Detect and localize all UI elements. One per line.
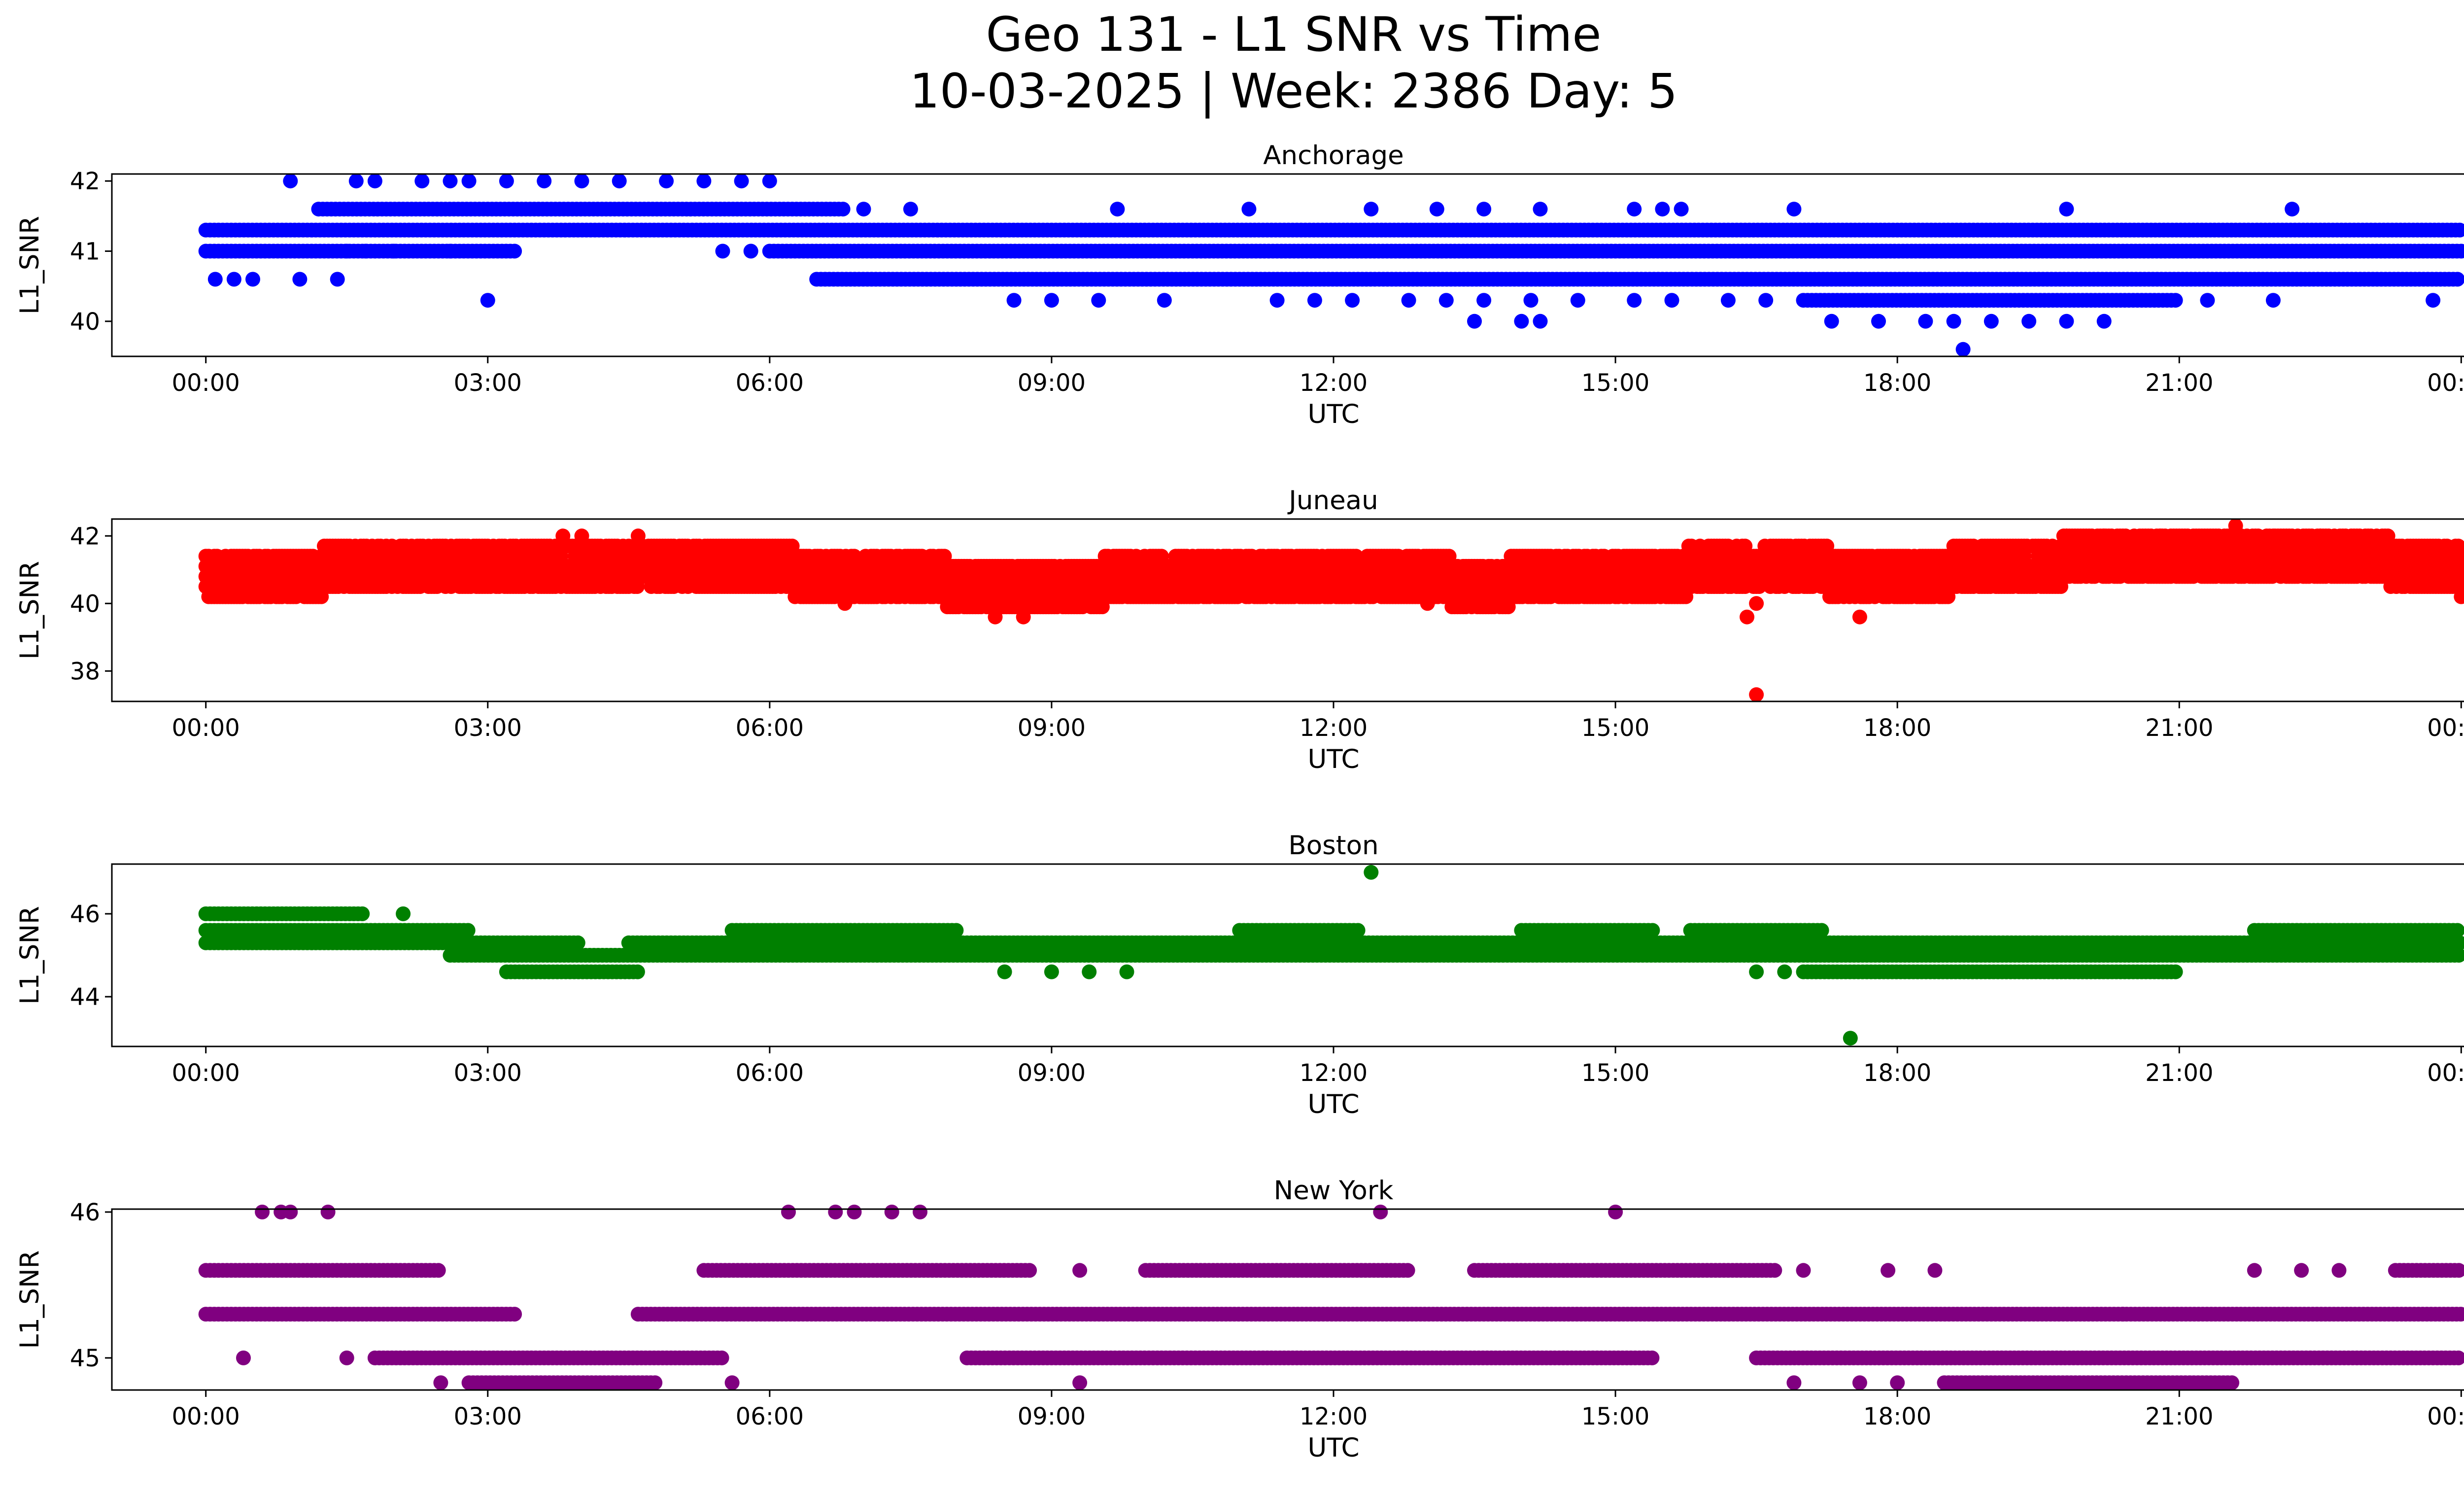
y-axis-label: L1_SNR <box>15 216 45 314</box>
data-point <box>1345 293 1360 308</box>
data-point <box>2426 293 2441 308</box>
data-point <box>1955 342 1971 357</box>
data-point <box>1523 293 1539 308</box>
data-point <box>1467 313 1482 329</box>
data-point <box>1720 293 1736 308</box>
data-point <box>507 243 522 259</box>
data-point <box>715 243 730 259</box>
data-point <box>1269 293 1285 308</box>
data-point <box>443 243 458 259</box>
data-point <box>292 272 308 287</box>
data-points-0 <box>198 174 2464 357</box>
data-point <box>339 243 354 259</box>
data-point <box>1241 202 1257 217</box>
data-point <box>1533 313 1548 329</box>
data-point <box>2450 272 2464 287</box>
subplot-title: Anchorage <box>1263 140 1404 171</box>
data-point <box>1514 313 1529 329</box>
data-point <box>1533 202 1548 217</box>
data-point <box>443 174 458 189</box>
data-point <box>1044 293 1059 308</box>
data-point <box>2059 202 2074 217</box>
y-tick-label: 41 <box>70 238 100 266</box>
figure-title-line1: Geo 131 - L1 SNR vs Time <box>986 7 1602 62</box>
data-point <box>330 272 345 287</box>
data-point <box>1674 202 1689 217</box>
x-tick-label: 00:00 <box>2427 369 2464 397</box>
data-point <box>1627 293 1642 308</box>
data-point <box>283 174 298 189</box>
x-tick-label: 18:00 <box>1863 369 1931 397</box>
data-point <box>2059 313 2074 329</box>
data-point <box>1664 293 1679 308</box>
data-point <box>2454 243 2464 259</box>
data-point <box>1401 293 1416 308</box>
data-point <box>2265 293 2281 308</box>
data-point <box>499 174 514 189</box>
data-point <box>1476 202 1492 217</box>
data-point <box>1786 202 1802 217</box>
data-point <box>1655 202 1670 217</box>
data-point <box>1476 293 1492 308</box>
data-point <box>1946 313 1961 329</box>
y-tick-label: 42 <box>70 168 100 195</box>
data-point <box>696 174 712 189</box>
data-point <box>612 174 627 189</box>
data-point <box>856 202 871 217</box>
data-point <box>2168 293 2183 308</box>
data-point <box>414 174 430 189</box>
data-point <box>348 174 364 189</box>
data-point <box>2096 313 2112 329</box>
data-point <box>743 243 758 259</box>
data-point <box>1871 313 1886 329</box>
data-point <box>2021 313 2037 329</box>
data-point <box>1091 293 1106 308</box>
data-point <box>1918 313 1933 329</box>
x-tick-label: 09:00 <box>1018 369 1086 397</box>
data-point <box>461 174 477 189</box>
data-point <box>734 174 749 189</box>
data-point <box>1984 313 1999 329</box>
x-tick-label: 03:00 <box>454 369 522 397</box>
panels-container: 00:00 03:00 06:00 09:00 12:00 15:00 18:00 21:00… <box>15 140 2464 1463</box>
panel-0: 00:00 03:00 06:00 09:00 12:00 15:00 18:00 21:00… <box>15 140 2464 429</box>
data-point <box>2452 222 2464 238</box>
data-point <box>835 202 851 217</box>
data-point <box>226 272 241 287</box>
data-point <box>762 174 777 189</box>
data-point <box>1758 293 1774 308</box>
data-point <box>386 243 402 259</box>
data-point <box>1307 293 1322 308</box>
data-point <box>1364 202 1379 217</box>
y-tick-label: 40 <box>70 308 100 336</box>
data-point <box>207 272 223 287</box>
data-point <box>1110 202 1125 217</box>
x-tick-label: 15:00 <box>1581 369 1649 397</box>
data-point <box>480 293 495 308</box>
data-point <box>2285 202 2300 217</box>
data-point <box>903 202 918 217</box>
data-point <box>2200 293 2215 308</box>
data-point <box>1429 202 1444 217</box>
x-tick-label: 12:00 <box>1300 369 1368 397</box>
x-tick-label: 00:00 <box>172 369 240 397</box>
x-tick-label: 21:00 <box>2145 369 2213 397</box>
data-point <box>537 174 552 189</box>
data-point <box>1824 313 1839 329</box>
x-tick-label: 06:00 <box>736 369 804 397</box>
data-point <box>1570 293 1585 308</box>
data-point <box>1006 293 1022 308</box>
figure-title-line2: 10-03-2025 | Week: 2386 Day: 5 <box>910 64 1678 119</box>
data-point <box>659 174 674 189</box>
data-point <box>1438 293 1454 308</box>
data-point <box>574 174 589 189</box>
x-axis-label: UTC <box>1307 399 1359 429</box>
data-point <box>358 243 373 259</box>
data-point <box>245 272 260 287</box>
data-point <box>367 174 382 189</box>
data-point <box>1627 202 1642 217</box>
data-point <box>1157 293 1172 308</box>
